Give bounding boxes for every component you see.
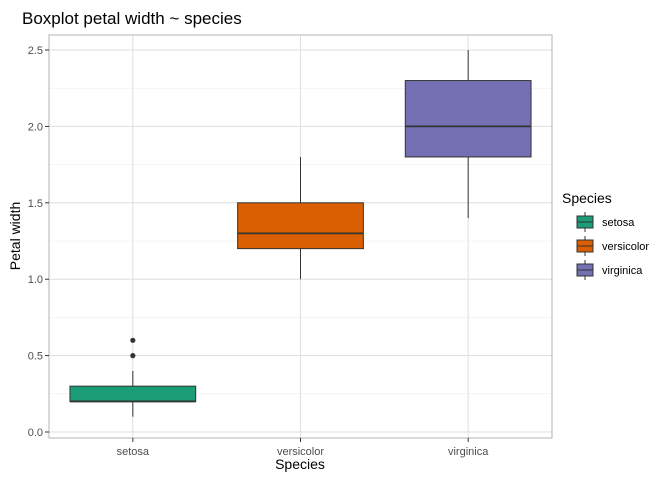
legend-label: virginica xyxy=(602,265,643,277)
boxplot-setosa xyxy=(69,337,197,417)
y-tick-label: 1.0 xyxy=(28,274,43,286)
y-axis: 0.0 0.5 1.0 1.5 2.0 2.5 xyxy=(28,45,49,439)
legend-title: Species xyxy=(562,190,612,206)
y-tick-label: 2.5 xyxy=(28,45,43,57)
x-axis: setosa versicolor virginica xyxy=(117,438,489,458)
y-axis-title: Petal width xyxy=(7,202,23,270)
boxplot-virginica xyxy=(404,50,532,219)
x-tick-label: setosa xyxy=(117,446,150,458)
y-tick-label: 1.5 xyxy=(28,198,43,210)
boxplot-versicolor xyxy=(237,156,364,280)
y-tick-label: 0.0 xyxy=(28,427,43,439)
legend: Species setosa versicolor virginica xyxy=(562,190,649,280)
x-tick-label: virginica xyxy=(448,446,489,458)
boxplots xyxy=(69,50,532,417)
y-tick-label: 0.5 xyxy=(28,351,43,363)
box xyxy=(237,202,364,250)
box xyxy=(69,385,197,402)
outlier-point xyxy=(130,353,136,359)
legend-label: versicolor xyxy=(602,241,649,253)
x-axis-title: Species xyxy=(275,456,325,472)
legend-item-versicolor: versicolor xyxy=(576,236,649,256)
chart-title: Boxplot petal width ~ species xyxy=(22,9,242,28)
legend-item-virginica: virginica xyxy=(576,260,643,280)
legend-label: setosa xyxy=(602,217,635,229)
x-tick-label: versicolor xyxy=(277,446,324,458)
legend-item-setosa: setosa xyxy=(576,212,635,232)
box xyxy=(404,80,532,158)
outlier-point xyxy=(130,337,136,343)
y-tick-label: 2.0 xyxy=(28,121,43,133)
